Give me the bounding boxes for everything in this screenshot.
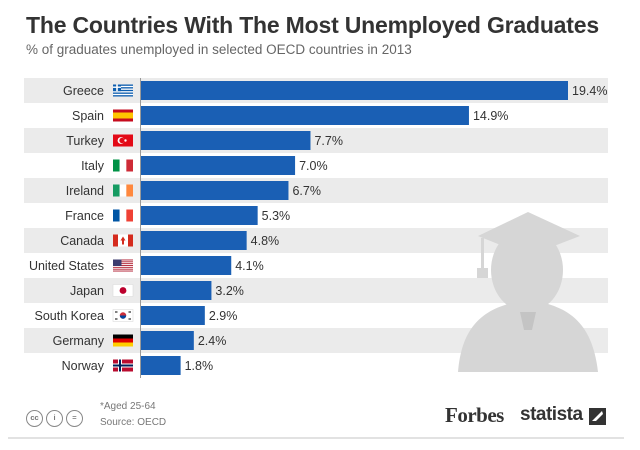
bar	[141, 331, 194, 350]
bar	[141, 281, 212, 300]
category-label: Norway	[62, 359, 105, 373]
category-label: Canada	[60, 234, 104, 248]
ireland-flag-icon	[113, 184, 133, 197]
bar	[141, 206, 258, 225]
category-label: United States	[29, 259, 104, 273]
value-label: 19.4%	[572, 84, 607, 98]
no-derivatives-icon: =	[66, 410, 83, 427]
bar	[141, 256, 232, 275]
category-label: Turkey	[66, 134, 104, 148]
value-label: 5.3%	[262, 209, 291, 223]
usa-flag-icon	[113, 259, 133, 272]
category-label: Italy	[81, 159, 105, 173]
category-label: Japan	[70, 284, 104, 298]
forbes-logo: Forbes	[445, 403, 504, 427]
value-label: 1.8%	[185, 359, 214, 373]
category-label: Spain	[72, 109, 104, 123]
creative-commons-icon: cc	[26, 410, 43, 427]
category-label: Ireland	[66, 184, 104, 198]
footnote: *Aged 25-64	[100, 401, 156, 412]
chart-subtitle: % of graduates unemployed in selected OE…	[26, 42, 412, 57]
bar	[141, 356, 181, 375]
value-label: 14.9%	[473, 109, 508, 123]
category-label: France	[65, 209, 104, 223]
category-label: South Korea	[35, 309, 105, 323]
value-label: 4.1%	[235, 259, 263, 273]
south-korea-flag-icon	[112, 309, 134, 322]
value-label: 2.9%	[209, 309, 238, 323]
statista-logo-icon	[589, 408, 606, 425]
bar	[141, 306, 205, 325]
greece-flag-icon	[113, 84, 133, 97]
statista-logo: statista	[520, 404, 583, 425]
france-flag-icon	[113, 209, 133, 222]
norway-flag-icon	[113, 359, 133, 372]
bar	[141, 231, 247, 250]
bar	[141, 106, 469, 125]
graduate-collar	[520, 312, 536, 330]
spain-flag-icon	[113, 109, 133, 122]
value-label: 6.7%	[292, 184, 321, 198]
category-label: Greece	[63, 84, 104, 98]
japan-flag-icon	[112, 284, 134, 297]
bar	[141, 81, 568, 100]
turkey-flag-icon	[113, 134, 133, 147]
source-note: Source: OECD	[100, 417, 167, 428]
bottom-rule	[8, 437, 624, 439]
bar	[141, 131, 311, 150]
value-label: 7.7%	[314, 134, 343, 148]
value-label: 3.2%	[215, 284, 244, 298]
attribution-icon: i	[46, 410, 63, 427]
bar	[141, 181, 289, 200]
canada-flag-icon	[113, 234, 133, 247]
chart-title: The Countries With The Most Unemployed G…	[26, 12, 599, 38]
bar	[141, 156, 296, 175]
value-label: 4.8%	[251, 234, 279, 248]
italy-flag-icon	[113, 159, 133, 172]
value-label: 7.0%	[299, 159, 328, 173]
germany-flag-icon	[113, 334, 133, 347]
graduate-icon	[458, 212, 598, 372]
category-label: Germany	[53, 334, 105, 348]
value-label: 2.4%	[198, 334, 227, 348]
